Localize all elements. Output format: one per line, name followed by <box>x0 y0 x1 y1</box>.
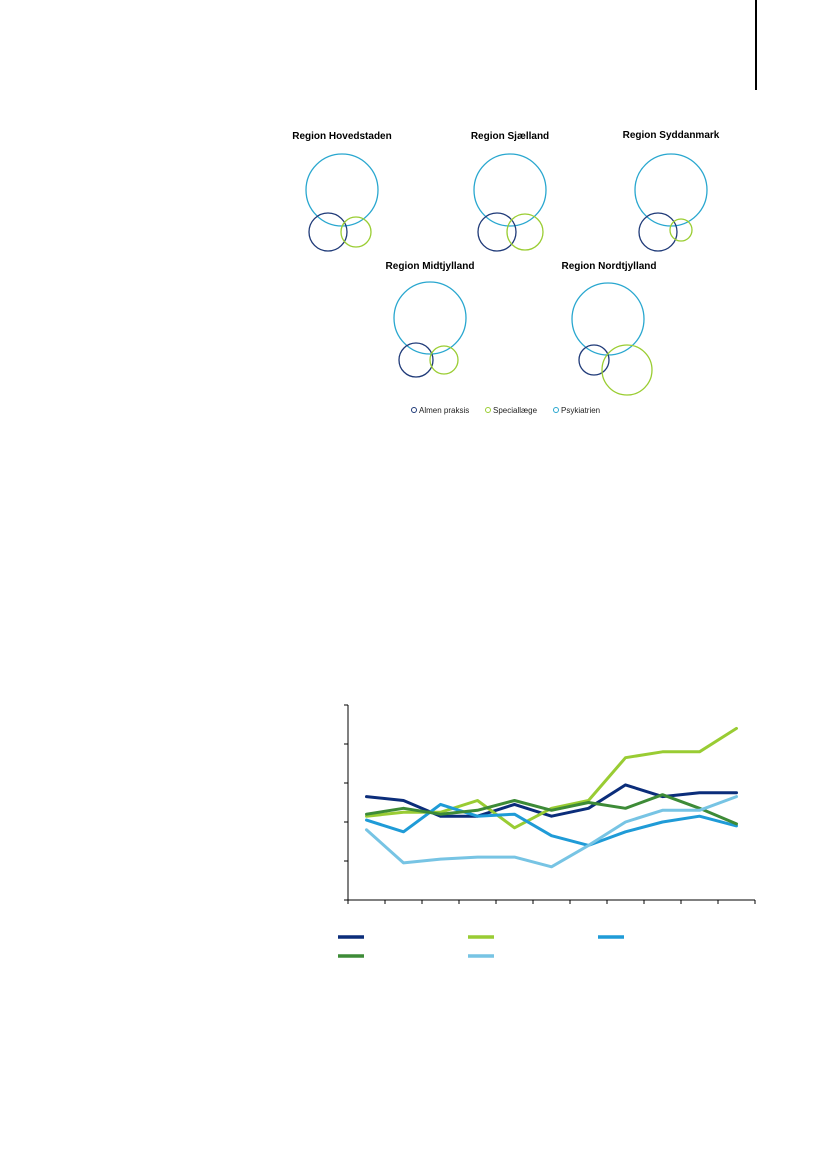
venn-panel-title-4: Region Nordtjylland <box>562 261 657 272</box>
psykiatrien-circle-3 <box>393 281 467 355</box>
almen-praksis-circle-0 <box>308 212 348 252</box>
line-chart <box>338 704 756 958</box>
series-line-4 <box>365 795 738 869</box>
almen-praksis-circle-3 <box>398 342 434 378</box>
psykiatrien-circle-4 <box>571 282 645 356</box>
psykiatrien-circle-2 <box>634 153 708 227</box>
venn-panel-title-3: Region Midtjylland <box>386 261 475 272</box>
legend-marker-psykiatrien <box>553 407 559 413</box>
venn-panel-4: Region Nordtjylland <box>562 261 657 396</box>
legend-label-almen-praksis: Almen praksis <box>419 406 469 415</box>
legend-label-speciallaege: Speciallæge <box>493 406 538 415</box>
speciallaege-circle-2 <box>669 218 693 242</box>
series-line-1 <box>365 726 738 830</box>
legend-marker-almen-praksis <box>411 407 417 413</box>
speciallaege-circle-0 <box>340 216 372 248</box>
venn-panel-title-0: Region Hovedstaden <box>292 131 391 142</box>
venn-panel-3: Region Midtjylland <box>386 261 475 378</box>
almen-praksis-circle-4 <box>578 344 610 376</box>
series-line-3 <box>365 793 738 826</box>
legend-marker-speciallaege <box>485 407 491 413</box>
venn-panel-title-2: Region Syddanmark <box>623 130 720 141</box>
venn-legend: Almen praksis Speciallæge Psykiatrien <box>411 406 600 415</box>
almen-praksis-circle-2 <box>638 212 678 252</box>
almen-praksis-circle-1 <box>477 212 517 252</box>
psykiatrien-circle-1 <box>473 153 547 227</box>
venn-panel-1: Region Sjælland <box>471 131 549 252</box>
venn-diagram-panels: Region Hovedstaden Region Sjælland Regio… <box>292 130 720 415</box>
venn-panel-0: Region Hovedstaden <box>292 131 392 252</box>
venn-panel-2: Region Syddanmark <box>623 130 720 252</box>
venn-panel-title-1: Region Sjælland <box>471 131 549 142</box>
speciallaege-circle-4 <box>601 344 653 396</box>
speciallaege-circle-1 <box>506 213 544 251</box>
speciallaege-circle-3 <box>429 345 459 375</box>
legend-label-psykiatrien: Psykiatrien <box>561 406 600 415</box>
page-margin-rule <box>755 0 757 90</box>
psykiatrien-circle-0 <box>305 153 379 227</box>
